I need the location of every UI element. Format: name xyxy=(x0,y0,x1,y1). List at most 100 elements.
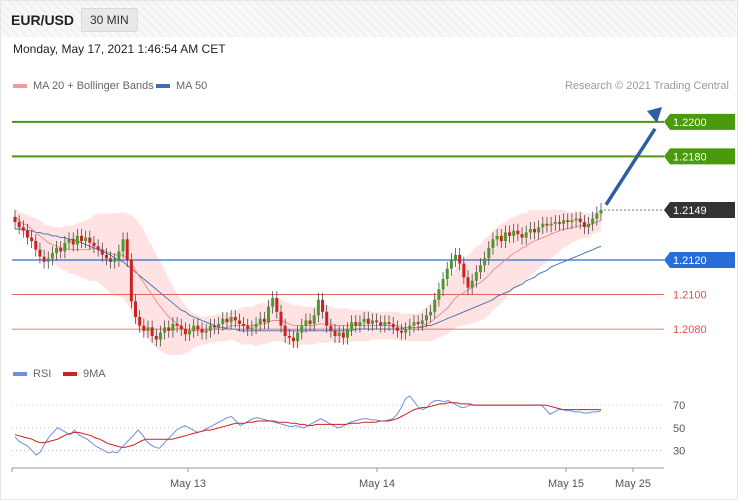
legend-ma20: MA 20 + Bollinger Bands xyxy=(13,80,154,92)
candle-body xyxy=(142,325,146,331)
candle-body xyxy=(408,325,412,330)
candle-body xyxy=(350,322,354,330)
candle-body xyxy=(163,327,167,333)
candle-body xyxy=(196,325,200,330)
candle-body xyxy=(30,237,34,242)
candle-body xyxy=(92,242,96,247)
candle-body xyxy=(416,322,420,324)
candle-body xyxy=(582,222,586,228)
candle-body xyxy=(242,323,246,326)
candle-body xyxy=(129,260,133,302)
candle-body xyxy=(545,223,549,226)
candle-body xyxy=(42,256,46,262)
candle-body xyxy=(383,322,387,326)
candle-body xyxy=(445,268,449,280)
candle-body xyxy=(275,298,279,312)
candle-body xyxy=(420,320,424,324)
candle-body xyxy=(167,327,171,331)
candle-body xyxy=(528,228,532,233)
ma50-swatch xyxy=(156,84,170,89)
candle-body xyxy=(271,298,275,307)
candle-body xyxy=(325,311,329,326)
candles xyxy=(13,203,603,349)
interval-selector[interactable]: 30 MIN xyxy=(81,8,138,32)
price-tag-1.2080: 1.2080 xyxy=(673,324,707,336)
candle-body xyxy=(533,228,537,233)
candle-body xyxy=(333,330,337,337)
candle-body xyxy=(75,235,79,245)
candle-body xyxy=(437,289,441,300)
price-tag-bg xyxy=(664,201,735,218)
legend-rsi: RSI xyxy=(13,368,51,380)
candle-body xyxy=(113,260,117,262)
candle-body xyxy=(387,322,391,324)
candle-body xyxy=(462,263,466,278)
candle-body xyxy=(478,265,482,273)
candle-body xyxy=(179,325,183,330)
candle-body xyxy=(21,227,25,231)
legend-ma50: MA 50 xyxy=(156,80,207,92)
candle-body xyxy=(562,220,566,224)
candle-body xyxy=(321,299,325,312)
candle-body xyxy=(503,232,507,242)
candle-body xyxy=(225,318,229,323)
price-tag-label: 1.2149 xyxy=(673,205,707,217)
candle-body xyxy=(134,301,138,318)
candle-body xyxy=(291,337,295,342)
candle-body xyxy=(109,258,113,262)
candle-body xyxy=(158,332,162,340)
candle-body xyxy=(520,234,524,238)
price-tag-bg xyxy=(664,252,735,269)
candle-body xyxy=(262,318,266,323)
candle-body xyxy=(63,242,67,252)
legend-9ma: 9MA xyxy=(63,368,106,380)
candle-body xyxy=(587,223,591,228)
legend-ma20-label: MA 20 + Bollinger Bands xyxy=(33,80,154,92)
price-tag-1.2200: 1.2200 xyxy=(664,113,735,130)
rsi-tick-label: 50 xyxy=(673,423,685,435)
candle-body xyxy=(25,230,29,238)
candle-body xyxy=(13,216,17,223)
candle-body xyxy=(121,239,125,252)
candle-body xyxy=(17,222,21,228)
candle-body xyxy=(337,332,341,337)
price-tag-label: 1.2200 xyxy=(673,117,707,129)
candle-body xyxy=(175,323,179,326)
candle-body xyxy=(138,317,142,326)
candle-body xyxy=(470,280,474,288)
candle-body xyxy=(358,322,362,326)
candle-body xyxy=(574,218,578,221)
candle-body xyxy=(96,246,100,250)
candle-body xyxy=(150,327,154,337)
candle-body xyxy=(71,239,75,245)
candle-body xyxy=(254,323,258,328)
header-bar: EUR/USD 30 MIN xyxy=(1,1,737,37)
candle-body xyxy=(375,320,379,323)
candle-body xyxy=(345,329,349,338)
legend-9ma-label: 9MA xyxy=(83,368,106,380)
candle-body xyxy=(391,323,395,328)
rsi-swatch xyxy=(13,372,27,377)
candle-body xyxy=(508,232,512,236)
candle-body xyxy=(229,317,233,323)
candle-body xyxy=(50,253,54,259)
candle-body xyxy=(578,218,582,223)
candle-body xyxy=(221,318,225,324)
candle-body xyxy=(171,323,175,331)
rsi-series-9MA xyxy=(14,402,601,448)
candle-body xyxy=(146,327,150,331)
candle-body xyxy=(279,311,283,326)
candle-body xyxy=(55,247,59,254)
ma20-swatch xyxy=(13,84,27,89)
forecast-arrowhead xyxy=(647,107,662,123)
candle-body xyxy=(474,272,478,281)
candle-body xyxy=(183,329,187,335)
candle-body xyxy=(566,220,570,223)
candle-body xyxy=(59,247,63,252)
candle-body xyxy=(441,279,445,290)
candle-body xyxy=(404,329,408,333)
candle-body xyxy=(454,254,458,261)
candle-body xyxy=(524,232,528,238)
candle-body xyxy=(570,220,574,223)
